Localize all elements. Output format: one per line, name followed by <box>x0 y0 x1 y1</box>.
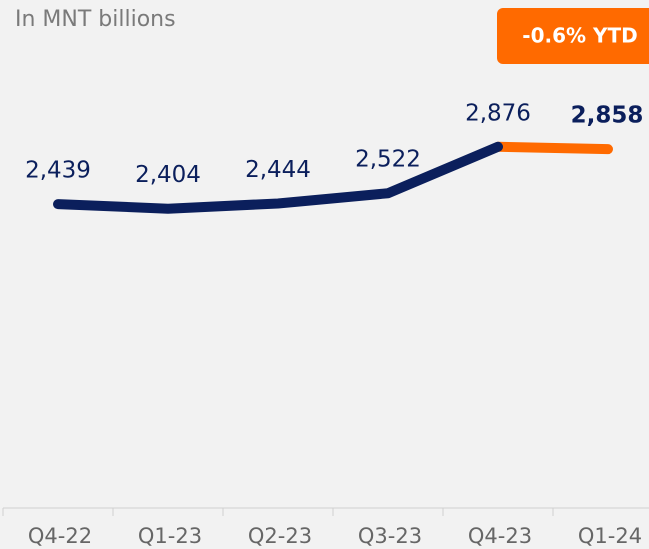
value-label: 2,858 <box>571 103 644 129</box>
line-segment-highlight <box>493 141 613 155</box>
value-label: 2,444 <box>245 157 311 183</box>
value-label: 2,404 <box>135 162 201 188</box>
annotation-box <box>497 8 649 64</box>
value-label: 2,439 <box>25 158 91 184</box>
x-tick-label: Q1-23 <box>138 524 202 548</box>
x-tick-label: Q1-24 <box>578 524 642 548</box>
x-tick-label: Q4-22 <box>28 524 92 548</box>
x-tick-label: Q4-23 <box>468 524 532 548</box>
chart-subtitle: In MNT billions <box>15 7 176 32</box>
x-tick-label: Q2-23 <box>248 524 312 548</box>
value-label: 2,522 <box>355 147 421 173</box>
value-label: 2,876 <box>465 100 531 126</box>
annotation: -0.6% YTD <box>522 24 637 48</box>
line <box>53 141 503 214</box>
x-tick-label: Q3-23 <box>358 524 422 548</box>
